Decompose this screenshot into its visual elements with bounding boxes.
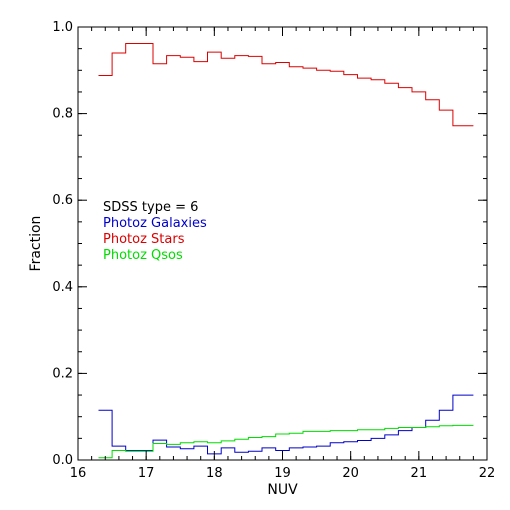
y-tick-label: 0.0 — [52, 453, 73, 468]
legend-entry-photoz-galaxies: Photoz Galaxies — [103, 216, 207, 231]
y-tick-label: 0.2 — [52, 366, 73, 381]
legend: SDSS type = 6 Photoz Galaxies Photoz Sta… — [103, 200, 207, 263]
y-tick-label: 0.8 — [52, 107, 73, 122]
x-tick-label: 16 — [70, 466, 87, 481]
x-axis-label: NUV — [267, 482, 298, 498]
y-tick-label: 0.6 — [52, 193, 73, 208]
y-tick-label: 1.0 — [52, 20, 73, 35]
x-tick-label: 21 — [411, 466, 428, 481]
legend-title: SDSS type = 6 — [103, 200, 198, 215]
x-tick-label: 18 — [206, 466, 223, 481]
x-tick-label: 20 — [342, 466, 359, 481]
x-tick-label: 22 — [479, 466, 496, 481]
x-tick-label: 19 — [274, 466, 291, 481]
series-line-photoz-qsos — [98, 424, 474, 459]
series-layer — [98, 43, 474, 459]
y-tick-label: 0.4 — [52, 280, 73, 295]
ticks-layer — [77, 26, 488, 461]
x-tick-label: 17 — [138, 466, 155, 481]
series-line-photoz-stars — [98, 43, 474, 127]
legend-entry-photoz-qsos: Photoz Qsos — [103, 248, 183, 263]
series-line-photoz-galaxies — [98, 394, 474, 455]
y-axis-label: Fraction — [28, 216, 44, 272]
legend-entry-photoz-stars: Photoz Stars — [103, 232, 185, 247]
